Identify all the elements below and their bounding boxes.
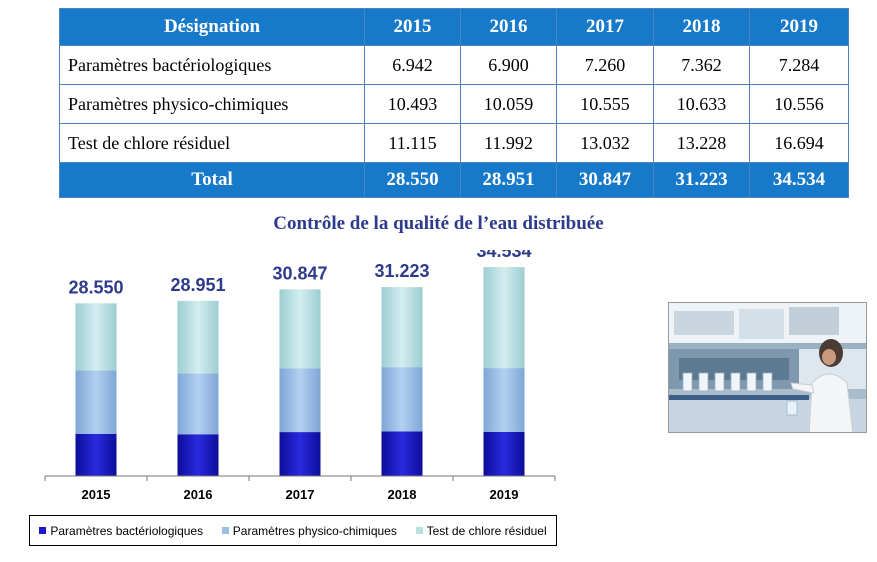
x-tick-label: 2018 [388,487,417,502]
labels-layer: 28.550 2015 28.951 2016 30.847 2017 31.223 2018… [68,250,531,502]
bar-segment [75,303,117,371]
x-tick-label: 2019 [490,487,519,502]
bar-segment [381,287,423,368]
legend-item: Test de chlore résiduel [415,523,547,538]
header-year: 2017 [556,8,654,46]
bars-layer [75,267,525,476]
table-row: Paramètres physico-chimiques 10.493 10.0… [59,84,849,124]
legend-label: Paramètres bactériologiques [50,523,204,538]
table-header-row: Désignation 2015 2016 2017 2018 2019 [59,8,849,46]
table-cell: 10.556 [749,84,849,124]
bar-segment [483,431,525,476]
legend-swatch [39,527,47,534]
header-year: 2016 [460,8,557,46]
total-cell: 30.847 [556,162,654,198]
data-table: Désignation 2015 2016 2017 2018 2019 Par… [59,8,849,198]
bar-segment [483,368,525,432]
bar-segment [177,434,219,476]
bar-segment [279,432,321,476]
total-data-label: 31.223 [374,261,429,281]
header-designation: Désignation [59,8,365,46]
header-year: 2019 [749,8,849,46]
bar-segment [483,267,525,369]
table-cell: 6.942 [364,45,461,85]
bar-segment [381,367,423,432]
total-cell: 34.534 [749,162,849,198]
total-data-label: 28.550 [68,277,123,297]
row-label: Test de chlore résiduel [59,123,365,163]
table-row: Test de chlore résiduel 11.115 11.992 13… [59,123,849,163]
total-cell: 28.550 [364,162,461,198]
table-row: Paramètres bactériologiques 6.942 6.900 … [59,45,849,85]
total-data-label: 28.951 [170,275,225,295]
row-label: Paramètres physico-chimiques [59,84,365,124]
table-cell: 13.228 [653,123,750,163]
x-axis-ticks [44,476,556,481]
legend-item: Paramètres physico-chimiques [221,523,397,538]
header-year: 2015 [364,8,461,46]
total-data-label: 30.847 [272,263,327,283]
table-cell: 10.555 [556,84,654,124]
table-cell: 7.284 [749,45,849,85]
table-cell: 10.059 [460,84,557,124]
bar-segment [75,434,117,476]
x-tick-label: 2016 [184,487,213,502]
laboratory-photo [668,302,867,433]
bar-segment [279,289,321,369]
legend-label: Test de chlore résiduel [426,523,547,538]
table-cell: 13.032 [556,123,654,163]
total-cell: 28.951 [460,162,557,198]
table-cell: 11.992 [460,123,557,163]
bar-segment [279,368,321,433]
chart-title: Contrôle de la qualité de l’eau distribu… [273,213,604,234]
x-tick-label: 2015 [82,487,111,502]
row-label: Paramètres bactériologiques [59,45,365,85]
laboratory-image [669,303,866,432]
legend-swatch [415,527,423,534]
stacked-bar-chart: 28.550 2015 28.951 2016 30.847 2017 31.223 2018… [44,250,556,502]
table-cell: 7.362 [653,45,750,85]
legend-label: Paramètres physico-chimiques [232,523,397,538]
legend-item: Paramètres bactériologiques [39,524,203,538]
table-cell: 11.115 [364,123,461,163]
total-label: Total [59,162,365,198]
table-cell: 10.633 [653,84,750,124]
table-cell: 16.694 [749,123,849,163]
x-tick-label: 2017 [286,487,315,502]
table-cell: 10.493 [364,84,461,124]
bar-segment [381,431,423,476]
chart-legend: Paramètres bactériologiques Paramètres p… [29,515,557,546]
total-row: Total 28.550 28.951 30.847 31.223 34.534 [59,162,849,198]
bar-segment [177,300,219,374]
table-cell: 6.900 [460,45,557,85]
total-cell: 31.223 [653,162,750,198]
legend-swatch [221,527,229,534]
header-year: 2018 [653,8,750,46]
total-data-label: 34.534 [476,250,531,261]
bar-segment [177,373,219,435]
bar-segment [75,370,117,435]
table-cell: 7.260 [556,45,654,85]
